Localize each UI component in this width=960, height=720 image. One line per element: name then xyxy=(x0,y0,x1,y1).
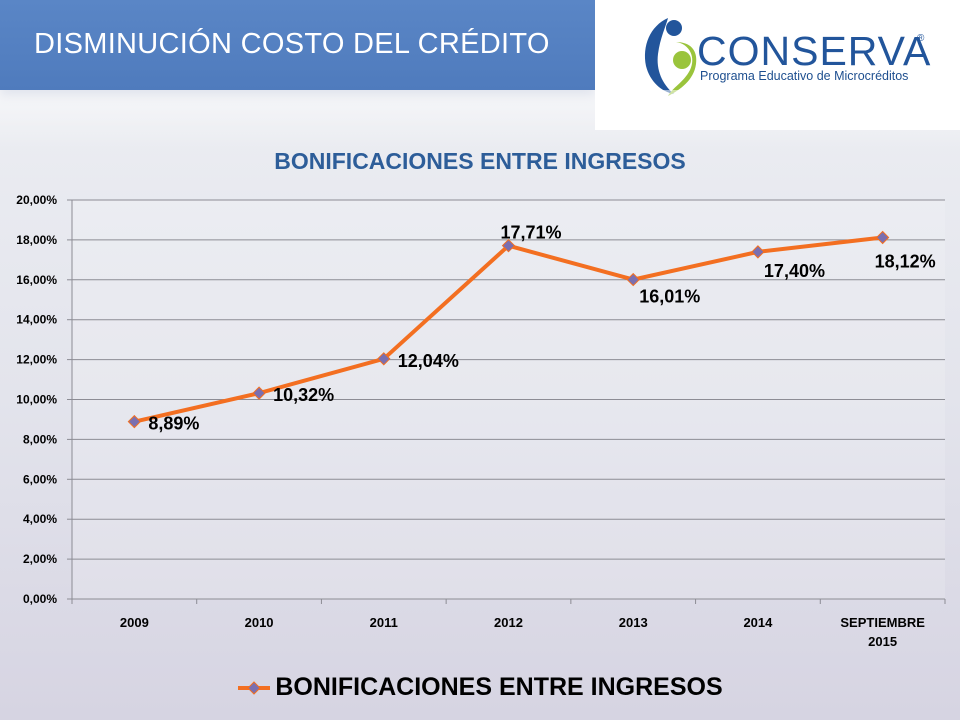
y-tick-label: 0,00% xyxy=(23,592,57,606)
data-point-marker xyxy=(377,352,391,366)
y-tick-label: 16,00% xyxy=(16,273,57,287)
y-tick-label: 2,00% xyxy=(23,552,57,566)
chart-legend: BONIFICACIONES ENTRE INGRESOS xyxy=(0,673,960,702)
y-tick-label: 10,00% xyxy=(16,393,57,407)
data-label: 18,12% xyxy=(875,252,936,272)
data-point-marker xyxy=(127,414,142,429)
x-tick-label: 2014 xyxy=(743,615,773,630)
data-point-marker xyxy=(751,245,765,259)
data-label: 12,04% xyxy=(398,351,459,371)
data-label: 10,32% xyxy=(273,385,334,405)
legend-label: BONIFICACIONES ENTRE INGRESOS xyxy=(275,673,723,701)
logo-tagline: Programa Educativo de Microcréditos xyxy=(700,69,909,83)
y-tick-label: 12,00% xyxy=(16,353,57,367)
x-tick-label: 2009 xyxy=(120,615,149,630)
data-label: 16,01% xyxy=(639,287,700,307)
y-tick-label: 8,00% xyxy=(23,432,57,446)
x-tick-label: 2013 xyxy=(619,615,648,630)
x-tick-label: SEPTIEMBRE 2015 xyxy=(840,615,925,649)
data-label: 8,89% xyxy=(148,414,199,434)
data-label: 17,40% xyxy=(764,261,825,281)
chart-title: BONIFICACIONES ENTRE INGRESOS xyxy=(274,148,686,174)
registered-mark: ® xyxy=(917,33,925,44)
data-point-marker xyxy=(501,238,516,253)
data-point-marker xyxy=(875,230,890,245)
legend-line-marker-icon xyxy=(238,680,271,695)
logo-wordmark: CONSERVA xyxy=(697,28,932,74)
y-tick-label: 18,00% xyxy=(16,233,57,247)
x-tick-label: 2011 xyxy=(370,615,398,630)
slide-title: DISMINUCIÓN COSTO DEL CRÉDITO xyxy=(34,28,550,60)
data-point-marker xyxy=(626,272,640,287)
y-tick-label: 14,00% xyxy=(16,313,57,327)
y-tick-label: 6,00% xyxy=(23,472,57,486)
y-tick-label: 20,00% xyxy=(16,193,57,207)
y-tick-label: 4,00% xyxy=(23,512,57,526)
data-label: 17,71% xyxy=(501,223,562,243)
conserva-logo-icon xyxy=(644,18,697,96)
title-band xyxy=(0,0,595,90)
x-tick-label: 2010 xyxy=(245,615,274,630)
data-point-marker xyxy=(252,386,266,400)
header-fade xyxy=(0,90,960,150)
x-tick-label: 2012 xyxy=(494,615,523,630)
